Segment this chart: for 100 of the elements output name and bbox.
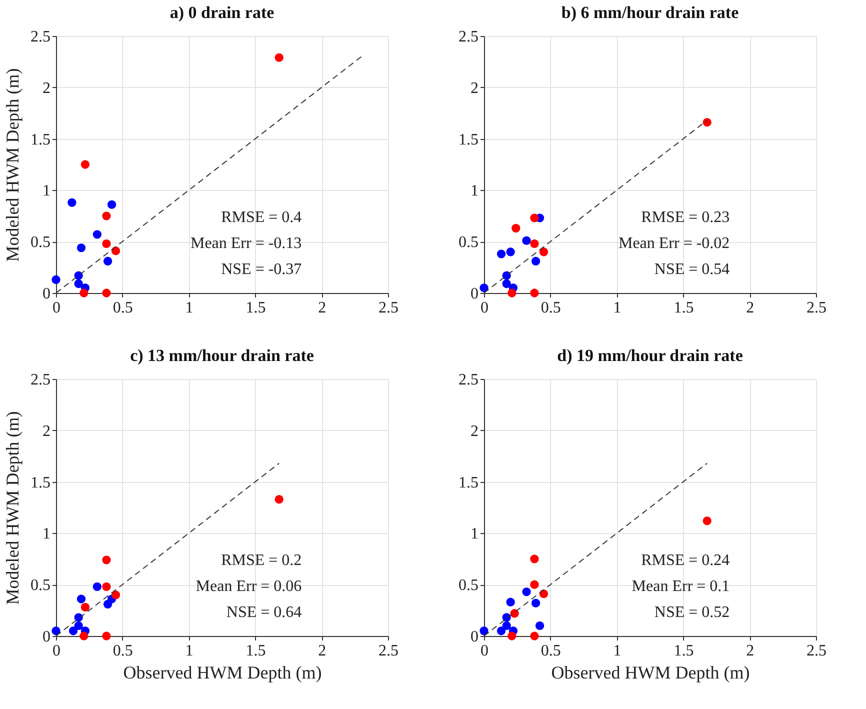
point [80, 632, 88, 640]
y-tick-label: 0.5 [458, 577, 478, 594]
point [480, 626, 488, 636]
point [530, 288, 539, 298]
y-tick-label: 2 [470, 422, 478, 440]
point [506, 248, 515, 256]
x-tick-label: 2 [746, 300, 754, 316]
point [508, 632, 516, 640]
y-tick-label: 0.5 [30, 234, 50, 252]
y-tick-label: 2.5 [458, 372, 478, 388]
chart-title: d) 19 mm/hour drain rate [557, 346, 744, 365]
y-tick-label: 0 [42, 628, 50, 646]
point [80, 602, 90, 612]
x-tick-label: 0.5 [112, 300, 133, 316]
y-tick-label: 2.5 [30, 372, 50, 388]
y-tick-label: 0.5 [458, 234, 478, 252]
point [102, 582, 111, 591]
chart-title: b) 6 mm/hour drain rate [561, 3, 740, 22]
point [530, 239, 539, 248]
point [502, 621, 511, 630]
annotation: NSE = -0.37 [221, 261, 302, 278]
point [74, 621, 83, 630]
y-tick-label: 0.5 [30, 577, 50, 594]
point [52, 626, 60, 636]
annotation: RMSE = 0.4 [221, 209, 302, 226]
y-tick-label: 1.5 [458, 474, 478, 492]
annotation: RMSE = 0.2 [221, 552, 302, 570]
x-tick-label: 0.5 [540, 642, 561, 660]
point [102, 212, 111, 220]
annotation: RMSE = 0.23 [641, 209, 730, 226]
x-axis-title: Observed HWM Depth (m) [123, 662, 322, 682]
point [480, 284, 488, 292]
chart-title: a) 0 drain rate [170, 3, 275, 22]
x-tick-label: 1 [185, 300, 194, 316]
x-tick-label: 2.5 [806, 642, 826, 660]
point [702, 118, 712, 127]
point [531, 598, 540, 608]
point [496, 250, 506, 258]
annotation: Mean Err = -0.13 [190, 235, 302, 252]
x-tick-label: 1 [613, 642, 622, 660]
point [539, 248, 548, 256]
annotation: RMSE = 0.24 [641, 552, 730, 570]
point [530, 632, 539, 640]
point [274, 494, 284, 504]
point [103, 256, 112, 266]
point [539, 590, 548, 598]
point [274, 53, 284, 62]
annotation: NSE = 0.54 [654, 261, 730, 278]
point [102, 632, 111, 640]
point [506, 598, 515, 606]
y-tick-label: 1 [470, 182, 478, 200]
point [102, 288, 111, 298]
x-tick-label: 1 [185, 642, 194, 660]
point [502, 279, 511, 288]
point [530, 580, 539, 589]
annotation: Mean Err = 0.1 [632, 578, 730, 596]
x-tick-label: 2 [318, 642, 326, 660]
point [531, 256, 540, 266]
point [496, 626, 506, 636]
y-tick-label: 0 [470, 286, 478, 302]
x-axis-title: Observed HWM Depth (m) [551, 662, 750, 682]
x-tick-label: 1.5 [674, 300, 694, 316]
y-tick-label: 1 [42, 526, 50, 543]
annotation: Mean Err = -0.02 [618, 235, 730, 252]
y-tick-label: 2 [42, 80, 50, 97]
y-tick-label: 2.5 [30, 28, 50, 46]
point [68, 198, 76, 207]
point [510, 609, 519, 618]
y-tick-label: 0 [470, 628, 478, 646]
annotation: NSE = 0.64 [226, 604, 302, 622]
x-tick-label: 2.5 [806, 300, 826, 316]
point [92, 230, 102, 239]
point [702, 516, 712, 526]
y-tick-label: 1.5 [458, 131, 478, 148]
y-tick-label: 1.5 [30, 474, 50, 492]
point [111, 590, 120, 600]
x-tick-label: 1 [613, 300, 622, 316]
point [74, 279, 83, 288]
y-tick-label: 0 [42, 286, 50, 302]
point [92, 582, 102, 591]
x-tick-label: 2 [318, 300, 326, 316]
point [76, 594, 86, 604]
y-tick-label: 1 [42, 182, 50, 200]
x-tick-label: 1.5 [674, 642, 694, 660]
point [522, 587, 531, 596]
x-tick-label: 0.5 [540, 300, 561, 316]
point [107, 200, 116, 209]
y-axis-title: Modeled HWM Depth (m) [2, 68, 22, 262]
point [111, 246, 120, 256]
y-tick-label: 2 [470, 80, 478, 97]
point [52, 275, 60, 284]
point [530, 214, 539, 222]
x-tick-label: 2.5 [378, 642, 398, 660]
point [530, 554, 539, 564]
y-tick-label: 1.5 [30, 131, 50, 148]
x-tick-label: 0.5 [112, 642, 133, 660]
y-axis-title: Modeled HWM Depth (m) [2, 411, 22, 605]
x-tick-label: 2.5 [378, 300, 398, 316]
x-tick-label: 1.5 [246, 642, 266, 660]
annotation: NSE = 0.52 [654, 604, 730, 622]
